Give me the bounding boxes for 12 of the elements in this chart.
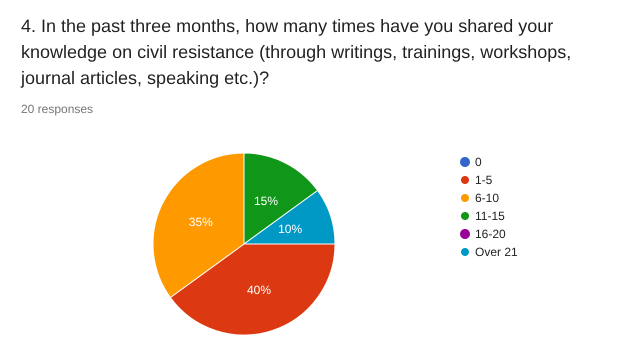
legend-label: 6-10 <box>475 191 500 205</box>
data-label: 40% <box>246 283 272 298</box>
legend-label: 1-5 <box>475 173 493 187</box>
chart-subtitle: 20 responses <box>21 102 94 116</box>
legend-label: Over 21 <box>475 245 518 259</box>
data-label: 35% <box>188 214 214 229</box>
legend-label: 0 <box>475 155 482 169</box>
data-label: 10% <box>278 222 302 236</box>
data-label: 15% <box>254 194 278 208</box>
legend-label: 16-20 <box>475 227 506 241</box>
chart-title: 4. In the past three months, how many times have you shared your knowledge on civil resistance (through writings, trainings, workshops, journal articles, speaking etc.)? <box>20 16 576 88</box>
legend-label: 11-15 <box>475 209 506 223</box>
